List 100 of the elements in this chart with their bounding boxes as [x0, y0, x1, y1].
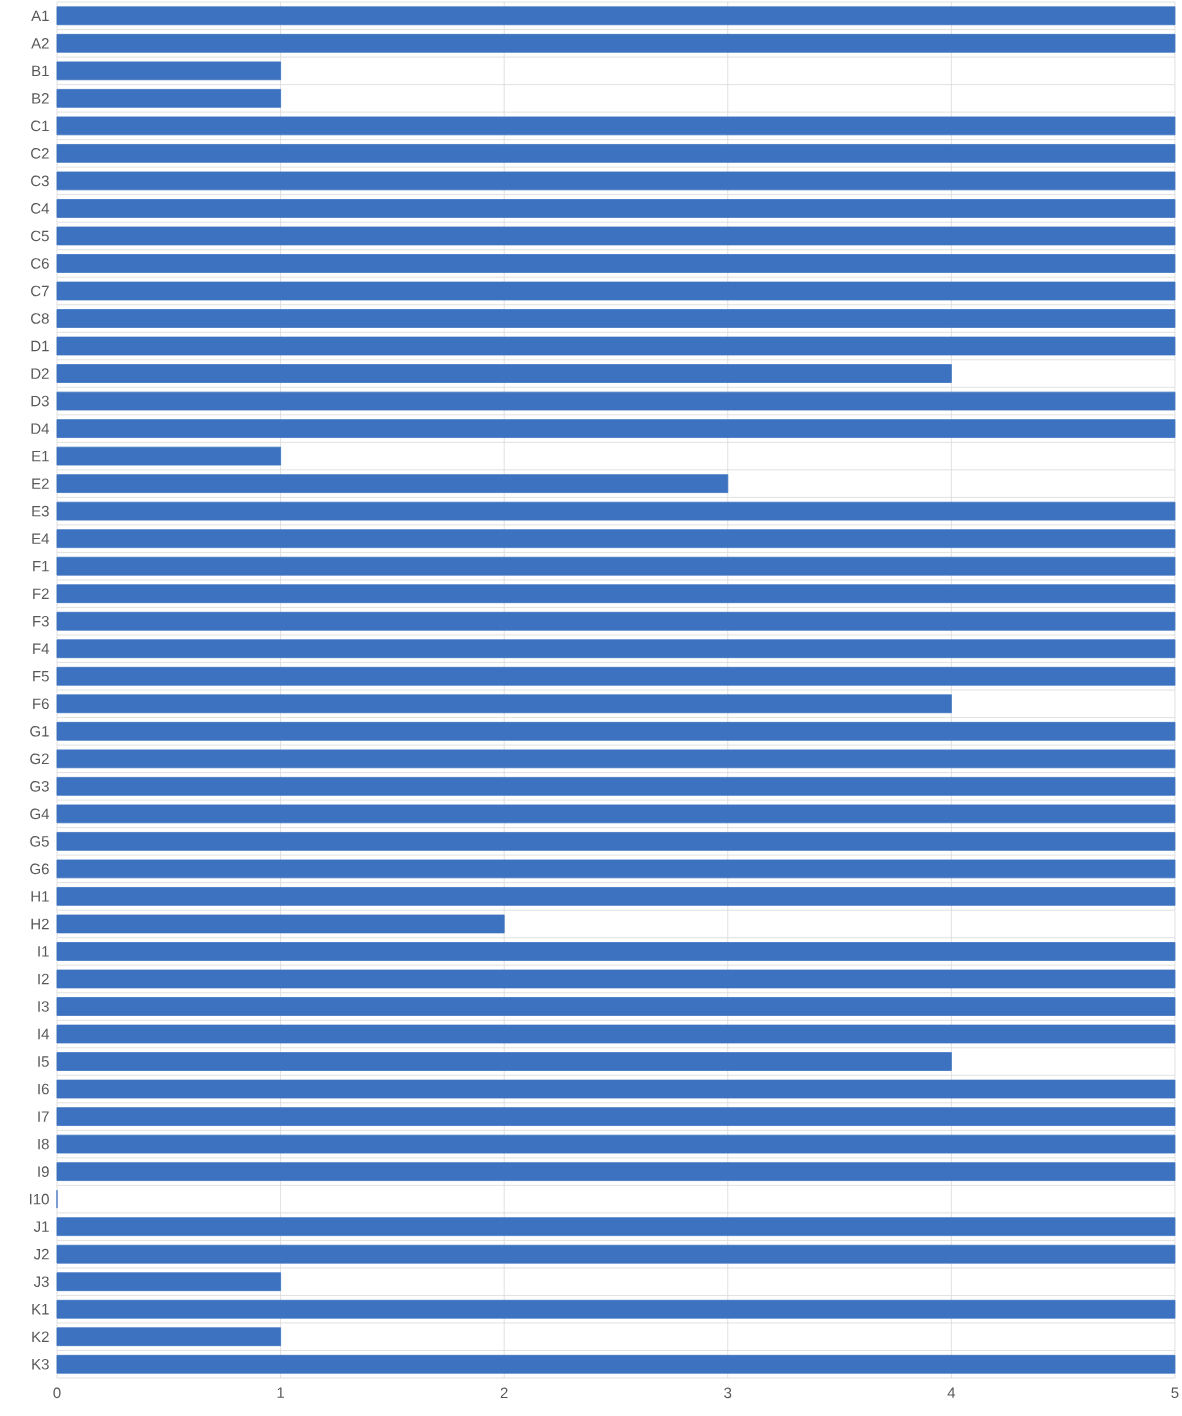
- bar: [56, 116, 1176, 136]
- y-tick-label: J3: [33, 1276, 49, 1287]
- bar: [56, 611, 1176, 631]
- y-tick-label: A2: [30, 38, 49, 49]
- bar: [56, 804, 1176, 824]
- bar: [56, 419, 1176, 438]
- x-tick-label: 1: [277, 1387, 284, 1398]
- bar: [56, 446, 281, 466]
- bar: [56, 474, 728, 493]
- bar: [56, 364, 952, 383]
- y-tick-label: I9: [38, 1166, 49, 1177]
- y-tick-label: I7: [38, 1111, 49, 1122]
- x-tick-label: 2: [500, 1387, 508, 1399]
- bar: [56, 859, 1176, 879]
- y-tick-label: G5: [29, 836, 49, 847]
- bar: [56, 6, 1176, 26]
- y-tick-label: I2: [38, 973, 49, 985]
- bar: [56, 336, 1176, 356]
- bar: [56, 226, 1176, 246]
- bar: [56, 1024, 1176, 1044]
- bar: [56, 529, 1176, 549]
- y-tick-label: I4: [38, 1028, 49, 1040]
- bar: [56, 556, 1176, 576]
- bar: [56, 61, 281, 81]
- bar: [56, 639, 1176, 659]
- y-tick-label: G6: [29, 863, 49, 875]
- bar: [56, 694, 952, 714]
- y-tick-label: J2: [33, 1248, 49, 1260]
- bar: [56, 1052, 952, 1071]
- y-tick-label: F2: [32, 588, 49, 599]
- y-tick-label: F3: [32, 615, 49, 627]
- y-tick-label: F4: [32, 643, 49, 654]
- y-tick-label: I8: [38, 1138, 49, 1150]
- bar: [56, 1079, 1176, 1099]
- y-tick-label: I1: [38, 946, 49, 957]
- bar: [56, 1299, 1176, 1319]
- bar: [56, 942, 1176, 961]
- y-tick-label: G2: [29, 753, 49, 765]
- bar: [56, 1244, 1176, 1264]
- y-tick-label: D4: [31, 423, 49, 434]
- bar: [56, 391, 1176, 411]
- y-tick-label: A1: [30, 10, 49, 21]
- x-tick-label: 4: [947, 1387, 955, 1398]
- y-tick-label: D1: [31, 340, 49, 352]
- bar: [56, 749, 1176, 769]
- y-tick-label: B1: [32, 65, 49, 76]
- y-tick-label: E3: [32, 505, 49, 517]
- y-tick-label: K3: [32, 1358, 49, 1370]
- y-tick-label: H2: [31, 918, 49, 930]
- y-tick-label: I3: [38, 1001, 49, 1012]
- bar: [56, 1162, 1176, 1181]
- y-tick-label: B2: [32, 93, 49, 104]
- bar: [56, 584, 1176, 604]
- y-tick-label: E1: [32, 450, 49, 462]
- bar: [56, 1217, 1176, 1236]
- y-tick-label: I10: [29, 1193, 49, 1205]
- y-tick-label: E2: [32, 478, 49, 489]
- y-tick-label: C8: [30, 313, 49, 324]
- bar: [56, 33, 1176, 53]
- y-tick-label: D3: [31, 395, 49, 407]
- y-tick-label: I6: [38, 1083, 49, 1095]
- x-tick-label: 3: [723, 1387, 732, 1399]
- y-tick-label: G3: [29, 781, 49, 792]
- bar: [56, 144, 1176, 163]
- y-tick-label: C4: [30, 203, 49, 214]
- bar: [56, 721, 1176, 741]
- bar: [56, 309, 1176, 328]
- y-tick-label: K1: [32, 1304, 49, 1315]
- bar: [56, 171, 1176, 191]
- bar: [56, 997, 1176, 1016]
- bar: [56, 281, 1176, 301]
- bar: [56, 969, 1176, 989]
- x-tick-label: 0: [53, 1387, 61, 1399]
- bar: [56, 501, 1176, 521]
- y-tick-label: J1: [33, 1221, 49, 1232]
- y-tick-label: H1: [31, 891, 49, 902]
- bar: [56, 777, 1176, 796]
- y-tick-label: C2: [30, 148, 49, 159]
- bar: [56, 832, 1176, 851]
- bar: [56, 1272, 281, 1292]
- y-tick-label: K2: [32, 1331, 49, 1342]
- y-tick-label: C6: [30, 258, 49, 269]
- bar: [56, 1327, 281, 1347]
- bar: [56, 254, 1176, 273]
- y-tick-label: F5: [32, 671, 49, 682]
- bar: [56, 1134, 1176, 1154]
- y-tick-label: F6: [32, 698, 49, 710]
- y-tick-label: G1: [29, 726, 49, 737]
- bar: [56, 1107, 1176, 1126]
- bar: [56, 666, 1176, 686]
- y-tick-label: F1: [32, 561, 49, 572]
- x-tick-label: 5: [1171, 1387, 1179, 1399]
- y-tick-label: D2: [31, 368, 49, 379]
- bar: [56, 887, 1176, 906]
- bar: [56, 914, 505, 934]
- y-tick-label: E4: [32, 533, 49, 544]
- y-tick-label: I5: [38, 1056, 49, 1067]
- bar: [56, 199, 1176, 218]
- bar: [56, 89, 281, 108]
- y-tick-label: C5: [30, 230, 49, 242]
